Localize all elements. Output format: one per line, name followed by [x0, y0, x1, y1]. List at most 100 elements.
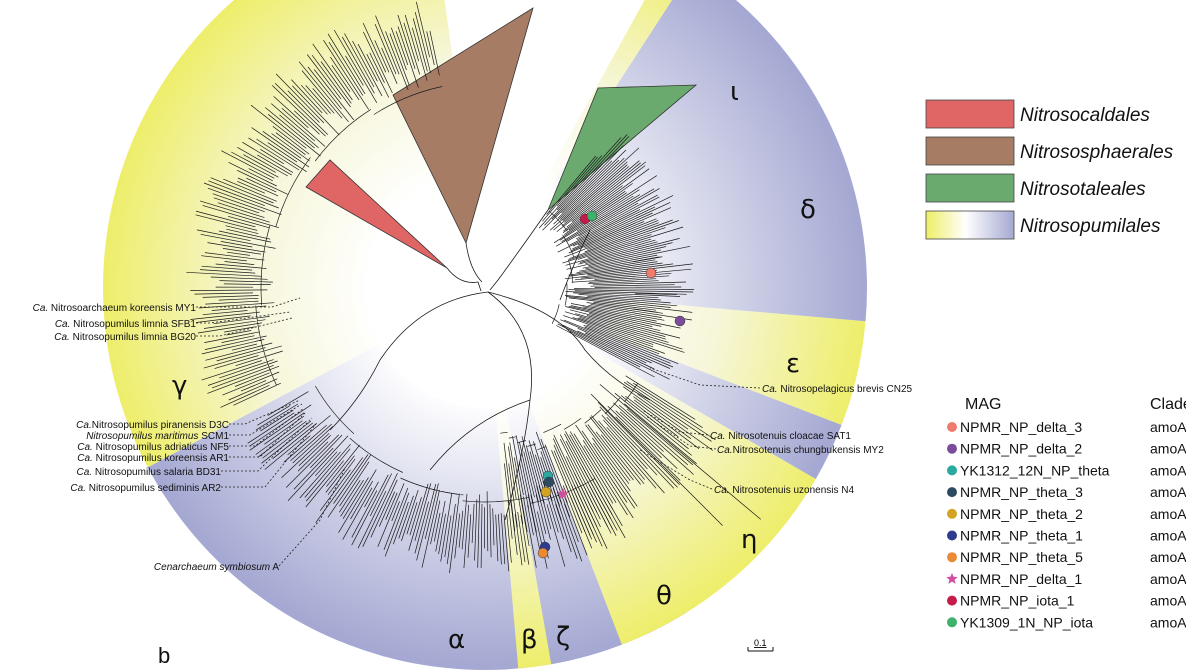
clade-letter: δ: [800, 195, 816, 225]
reference-strain-name: Nitrosotenuis cloacae SAT1: [726, 431, 852, 442]
reference-strain-prefix: Ca.: [54, 332, 70, 343]
mag-name: NPMR_NP_theta_2: [960, 506, 1083, 522]
mag-clade: amoA-: [1150, 462, 1186, 478]
mag-marker-dot: [947, 530, 957, 541]
clade-letter: ζ: [556, 622, 570, 652]
label-leader-lines: [196, 297, 761, 567]
clade-letter: α: [448, 625, 465, 655]
reference-strain-label: Ca. Nitrosopumilus limnia BG20: [54, 332, 196, 343]
legend-swatch: [925, 136, 1015, 166]
mag-clade: amoA-: [1150, 419, 1186, 435]
legend-label: Nitrosocaldales: [1020, 105, 1150, 126]
reference-strain-prefix: Ca.: [55, 319, 71, 330]
reference-strain-label: Ca. Nitrosopelagicus brevis CN25: [762, 384, 913, 395]
scale-bar: 0.1: [747, 638, 774, 652]
legend-label: Nitrososphaerales: [1020, 142, 1174, 163]
mag-clade: amoA-: [1150, 484, 1186, 500]
mag-marker-star: [946, 572, 958, 584]
reference-strain-name: A: [270, 562, 279, 573]
clade-letter: γ: [172, 371, 187, 401]
reference-strain-label: Ca. Nitrosopumilus adriaticus NF5: [77, 442, 229, 453]
mag-name: YK1309_1N_NP_iota: [960, 614, 1093, 630]
reference-strain-name: Nitrosopumilus sediminis AR2: [86, 483, 221, 494]
reference-strain-label: Ca. Nitrosoarchaeum koreensis MY1: [33, 303, 197, 314]
reference-strain-name: Nitrosopumilus limnia BG20: [70, 332, 197, 343]
tree-marker-dot: [645, 267, 657, 279]
clade-letter: θ: [656, 581, 672, 611]
legend-label: Nitrosopumilales: [1020, 216, 1161, 237]
mag-clade: amoA-: [1150, 506, 1186, 522]
reference-strain-label: Ca. Nitrosotenuis cloacae SAT1: [710, 431, 851, 442]
mag-clade: amoA-: [1150, 614, 1186, 630]
legend-label: Nitrosotaleales: [1020, 179, 1146, 200]
clade-letters: α β ζ θ η ε δ ι γ: [172, 77, 816, 655]
clade-letter: ι: [730, 77, 739, 107]
mag-marker-dot: [947, 422, 957, 432]
clade-letter: η: [741, 525, 757, 555]
reference-strain-prefix: Ca.: [76, 420, 92, 431]
sector-gamma: [103, 0, 469, 468]
reference-strain-name: Nitrosopumilus piranensis D3C: [92, 420, 229, 431]
tree-marker-dot: [674, 315, 686, 327]
reference-strain-prefix: Ca.: [77, 442, 93, 453]
reference-strain-label: Ca. Nitrosopumilus limnia SFB1: [55, 319, 197, 330]
reference-strain-prefix: Ca.: [33, 303, 49, 314]
reference-strain-label: Ca.Nitrosopumilus piranensis D3C: [76, 420, 229, 431]
reference-strain-name: Nitrosoarchaeum koreensis MY1: [48, 303, 196, 314]
tree-marker-dot: [586, 210, 598, 222]
reference-strain-name: Nitrosopumilus koreensis AR1: [93, 453, 230, 464]
mag-marker-dot: [947, 508, 957, 519]
clade-letter: ε: [786, 349, 800, 379]
reference-strain-prefix: Nitrosopumilus maritimus: [86, 431, 198, 442]
tree-marker-star: [557, 488, 569, 499]
reference-strain-label: Ca. Nitrosotenuis uzonensis N4: [714, 485, 855, 496]
clade-letter: β: [521, 625, 538, 655]
reference-strain-prefix: Ca.: [70, 483, 86, 494]
mag-name: NPMR_NP_delta_3: [960, 419, 1082, 435]
tree-marker-dot: [543, 476, 555, 488]
legend-swatch: [925, 173, 1015, 203]
legend-swatch: [925, 210, 1015, 240]
mag-name: NPMR_NP_theta_5: [960, 549, 1083, 565]
scale-bar-label: 0.1: [754, 638, 767, 648]
reference-strain-label: Ca. Nitrosopumilus salaria BD31: [76, 467, 221, 478]
tree-backbone: [329, 209, 651, 521]
sector-delta: [550, 0, 867, 322]
reference-strain-label: Nitrosopumilus maritimus SCM1: [86, 431, 229, 442]
tree-branches: [186, 1, 762, 574]
tree-marker-dot: [537, 547, 549, 559]
mag-name: NPMR_NP_theta_1: [960, 528, 1083, 544]
legend-swatch: [925, 99, 1015, 129]
mag-marker-dot: [947, 552, 957, 563]
reference-strain-label: Cenarchaeum symbiosum A: [154, 562, 279, 573]
reference-strain-name: Nitrosotenuis chungbukensis MY2: [733, 445, 885, 456]
sector-zeta: [505, 400, 622, 665]
mag-marker-dot: [947, 443, 957, 454]
order-legend: Nitrosocaldales Nitrososphaerales Nitrosot…: [925, 99, 1174, 240]
reference-strain-label: Ca. Nitrosopumilus koreensis AR1: [77, 453, 229, 464]
mag-name: NPMR_NP_iota_1: [960, 593, 1075, 609]
nitrosocaldales-triangle: [305, 159, 448, 269]
mag-markers-on-tree: [537, 210, 686, 559]
reference-strain-prefix: Cenarchaeum symbiosum: [154, 562, 270, 573]
reference-strain-prefix: Ca.: [717, 445, 733, 456]
mag-name: NPMR_NP_delta_1: [960, 571, 1082, 587]
clade-header: Clade: [1150, 396, 1186, 413]
reference-strain-name: Nitrosopumilus salaria BD31: [92, 467, 221, 478]
panel-label: b: [158, 643, 170, 668]
mag-name: YK1312_12N_NP_theta: [960, 462, 1110, 478]
reference-strain-label: Ca. Nitrosopumilus sediminis AR2: [70, 483, 221, 494]
mag-clade: amoA-: [1150, 549, 1186, 565]
mag-marker-dot: [947, 487, 957, 498]
reference-strain-prefix: Ca.: [76, 467, 92, 478]
mag-name: NPMR_NP_theta_3: [960, 484, 1083, 500]
mag-clade: amoA-: [1150, 528, 1186, 544]
reference-strain-name: Nitrosopelagicus brevis CN25: [778, 384, 913, 395]
mag-table: MAG Clade NPMR_NP_delta_3 amoA- NPMR_NP_de…: [946, 396, 1186, 630]
reference-strain-label: Ca.Nitrosotenuis chungbukensis MY2: [717, 445, 884, 456]
mag-clade: amoA-: [1150, 593, 1186, 609]
reference-strain-prefix: Ca.: [77, 453, 93, 464]
reference-strain-name: Nitrosopumilus limnia SFB1: [70, 319, 196, 330]
